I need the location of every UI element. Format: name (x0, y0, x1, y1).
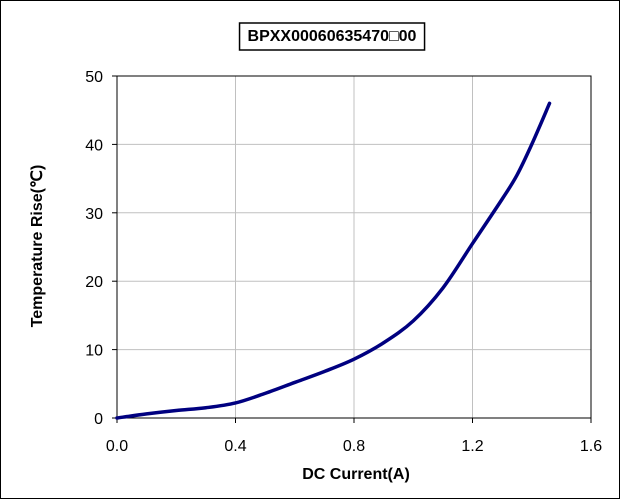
x-tick-label: 0.0 (106, 438, 128, 455)
x-axis-label: DC Current(A) (302, 466, 410, 483)
chart-title: BPXX00060635470□00 (248, 28, 417, 45)
y-tick-label: 20 (85, 274, 103, 291)
x-tick-label: 0.8 (343, 438, 365, 455)
x-tick-label: 0.4 (224, 438, 246, 455)
ticks: 0.0 0.4 0.8 1.2 1.6 0 10 20 30 40 50 (85, 69, 602, 455)
series-line (115, 101, 552, 420)
series (115, 101, 552, 420)
y-axis-label: Temperature Rise(℃) (29, 165, 46, 328)
y-tick-label: 40 (85, 137, 103, 154)
y-tick-label: 10 (85, 343, 103, 360)
y-tick-label: 50 (85, 69, 103, 86)
x-tick-label: 1.6 (580, 438, 602, 455)
grid (117, 76, 591, 418)
title-box (238, 22, 426, 51)
y-tick-label: 30 (85, 206, 103, 223)
y-tick-label: 0 (94, 411, 103, 428)
x-tick-label: 1.2 (461, 438, 483, 455)
